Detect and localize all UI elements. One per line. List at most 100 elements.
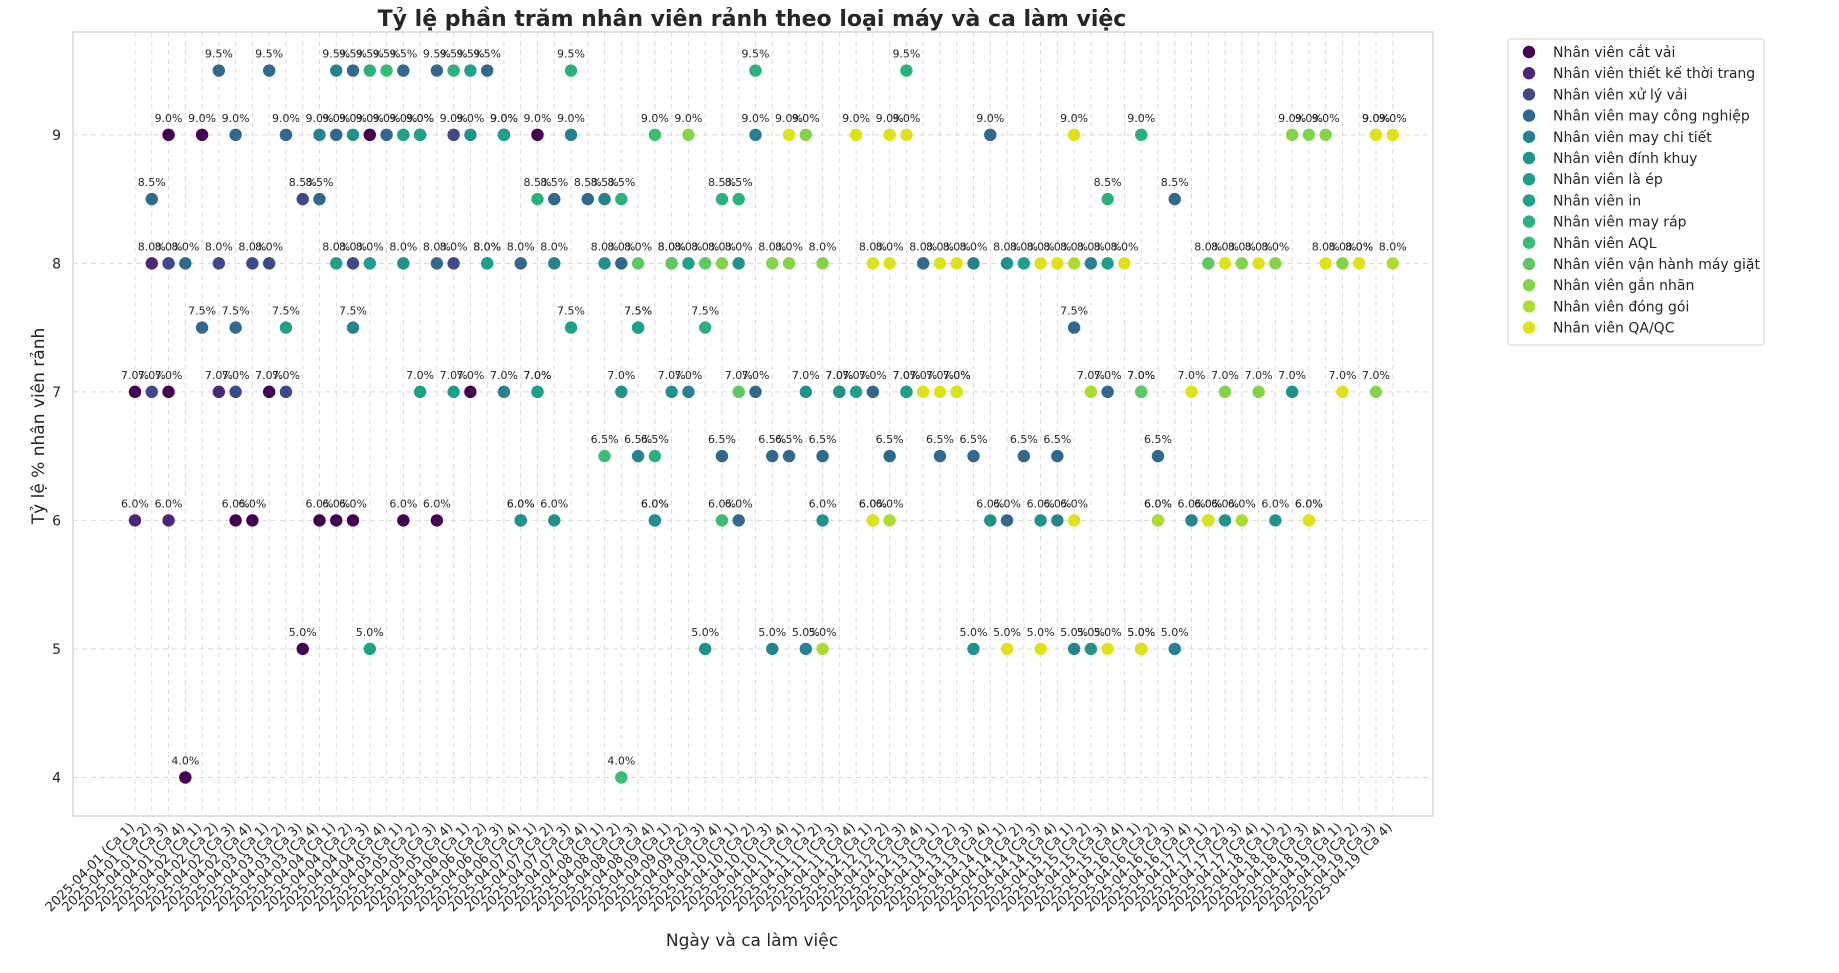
data-label: 9.5%	[356, 48, 384, 61]
data-point	[531, 385, 544, 399]
data-point	[1336, 257, 1349, 270]
data-label: 5.0%	[960, 626, 988, 639]
data-point	[548, 257, 561, 270]
legend-label: Nhân viên xử lý vải	[1553, 87, 1687, 103]
data-point	[548, 514, 561, 527]
data-point	[380, 128, 393, 142]
data-point	[363, 64, 376, 77]
data-label: 6.0%	[238, 497, 266, 510]
data-point	[984, 514, 997, 527]
data-label: 8.0%	[943, 240, 971, 253]
data-point	[145, 257, 158, 270]
data-label: 7.0%	[842, 369, 870, 382]
data-label: 6.0%	[1027, 497, 1055, 510]
data-point	[1067, 257, 1081, 270]
data-label: 8.0%	[1194, 240, 1222, 253]
data-point	[296, 192, 309, 206]
data-point	[179, 771, 192, 784]
data-label: 7.0%	[909, 369, 937, 382]
legend-label: Nhân viên in	[1553, 193, 1641, 209]
data-point	[866, 514, 880, 527]
data-label: 5.0%	[691, 626, 719, 639]
data-label: 8.0%	[473, 240, 501, 253]
data-label: 7.5%	[691, 305, 719, 318]
data-point	[1051, 514, 1064, 527]
data-point	[766, 642, 779, 656]
data-point	[1235, 514, 1249, 527]
data-point	[866, 257, 880, 270]
data-label: 7.0%	[892, 369, 920, 382]
data-point	[480, 64, 494, 77]
data-label: 9.0%	[440, 112, 468, 125]
data-point	[1034, 642, 1047, 656]
data-label: 8.0%	[1077, 240, 1105, 253]
data-label: 6.5%	[1144, 433, 1172, 446]
data-point	[162, 385, 175, 399]
data-label: 9.0%	[1312, 112, 1340, 125]
data-point	[1185, 514, 1198, 527]
data-point	[1319, 257, 1332, 270]
legend-box	[1507, 38, 1765, 346]
legend-marker	[1522, 257, 1536, 271]
data-label: 9.0%	[373, 112, 401, 125]
data-point	[313, 192, 326, 206]
data-label: 9.0%	[456, 112, 484, 125]
data-point	[1084, 257, 1098, 270]
data-label: 6.0%	[1178, 497, 1206, 510]
data-label: 9.0%	[155, 112, 183, 125]
data-point	[900, 128, 913, 142]
data-label: 8.5%	[1161, 176, 1189, 189]
data-label: 8.5%	[574, 176, 602, 189]
data-label: 7.0%	[792, 369, 820, 382]
y-tick-label: 5	[52, 642, 61, 658]
data-point	[1269, 257, 1282, 270]
data-label: 8.0%	[1228, 240, 1256, 253]
data-label: 6.0%	[1295, 497, 1323, 510]
data-label: 8.0%	[658, 240, 686, 253]
data-label: 8.0%	[674, 240, 702, 253]
data-point	[564, 64, 578, 77]
data-label: 8.5%	[305, 176, 333, 189]
data-point	[1168, 192, 1181, 206]
data-label: 8.0%	[658, 240, 686, 253]
data-point	[1051, 449, 1064, 463]
data-label: 6.0%	[809, 497, 837, 510]
data-point	[229, 321, 242, 334]
data-label: 6.0%	[1144, 497, 1172, 510]
data-point	[1000, 514, 1014, 527]
data-label: 7.0%	[859, 369, 887, 382]
data-label: 7.0%	[725, 369, 753, 382]
data-point	[816, 514, 829, 527]
data-point	[816, 257, 829, 270]
data-point	[1285, 128, 1299, 142]
data-label: 8.0%	[993, 240, 1021, 253]
data-label: 5.0%	[809, 626, 837, 639]
data-label: 9.0%	[674, 112, 702, 125]
data-point	[816, 642, 829, 656]
legend-label: Nhân viên QA/QC	[1553, 321, 1675, 337]
data-label: 6.5%	[758, 433, 786, 446]
y-tick-label: 4	[52, 770, 61, 786]
data-point	[698, 321, 712, 334]
data-label: 6.5%	[809, 433, 837, 446]
data-label: 8.0%	[238, 240, 266, 253]
data-point	[766, 449, 779, 463]
data-label: 5.0%	[289, 626, 317, 639]
data-label: 8.5%	[708, 176, 736, 189]
data-label: 6.0%	[339, 497, 367, 510]
data-label: 6.5%	[708, 433, 736, 446]
data-point	[682, 128, 695, 142]
data-point	[933, 385, 947, 399]
data-point	[1235, 257, 1249, 270]
data-point	[464, 128, 477, 142]
data-label: 8.0%	[1312, 240, 1340, 253]
data-point	[296, 642, 309, 656]
data-label: 8.5%	[289, 176, 317, 189]
data-label: 8.0%	[1060, 240, 1088, 253]
data-label: 8.5%	[1094, 176, 1122, 189]
data-label: 7.0%	[1127, 369, 1155, 382]
data-point	[648, 514, 662, 527]
data-point	[883, 514, 896, 527]
data-point	[782, 257, 796, 270]
data-label: 9.5%	[205, 48, 233, 61]
